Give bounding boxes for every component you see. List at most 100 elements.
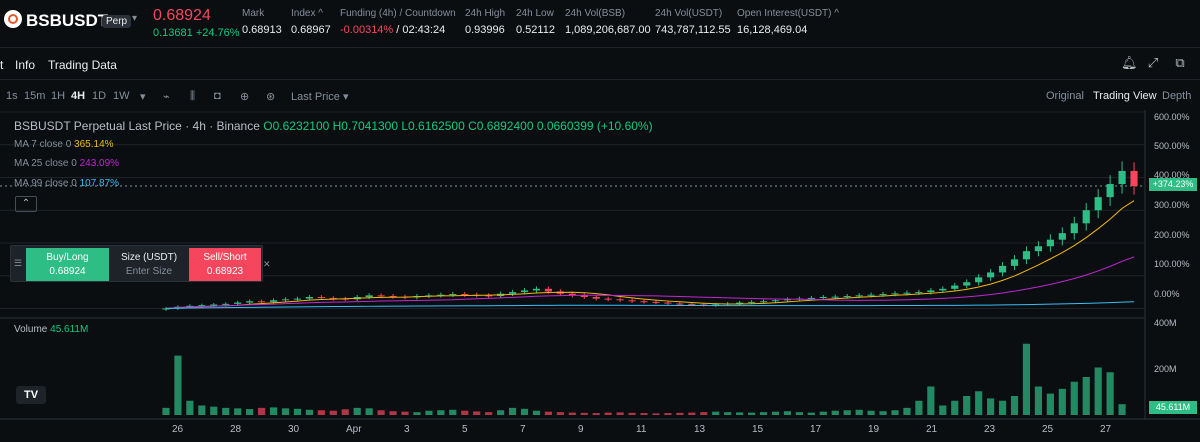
bell-icon[interactable]: 🔔︎ (1121, 55, 1138, 70)
x-tick: 25 (1042, 424, 1054, 435)
stat-value: 0.68967 (291, 24, 331, 36)
candle-body (532, 288, 541, 291)
volume-bar (592, 413, 600, 415)
volume-label: Volume (14, 324, 48, 335)
stat-label: Open Interest(USDT) ^ (737, 8, 839, 19)
volume-bar (652, 413, 660, 415)
stat-index[interactable]: Index ^ 0.68967 (291, 8, 331, 36)
candle-body (485, 295, 493, 297)
volume-bar (544, 411, 552, 415)
y-tick: 300.00% (1154, 200, 1190, 210)
interval-1h[interactable]: 1H (51, 90, 66, 102)
expand-icon[interactable]: ⤢ (1147, 55, 1159, 70)
size-input[interactable]: Size (USDT) Enter Size (109, 248, 189, 281)
settings-icon[interactable]: ⊛ (266, 91, 276, 103)
candle-body (712, 304, 720, 306)
price-change: 0.13681 +24.76% (153, 27, 240, 39)
sell-short-button[interactable]: Sell/Short 0.68923 (189, 248, 261, 281)
stat-value: -0.00314% / 02:43:24 (340, 24, 456, 36)
popout-icon[interactable]: ⧉ (1175, 55, 1185, 70)
volume-bar (795, 412, 803, 415)
candle-body (293, 298, 302, 300)
candle-body (568, 293, 576, 296)
candle-body (520, 290, 529, 293)
interval-more-chevron-icon[interactable]: ▾ (140, 91, 146, 103)
x-tick: 21 (926, 424, 938, 435)
y-tick: 0.00% (1154, 289, 1180, 299)
candle-body (759, 301, 768, 303)
volume-bar (1046, 393, 1054, 415)
close-icon[interactable]: ✕ (263, 259, 271, 269)
x-tick: 5 (462, 424, 468, 435)
candle-body (580, 295, 588, 297)
candle-body (736, 302, 744, 304)
volume-bar (1022, 343, 1031, 415)
view-trading-view[interactable]: Trading View (1093, 90, 1157, 102)
last-price: 0.68924 (153, 7, 211, 24)
coin-logo-icon (4, 10, 22, 28)
interval-1w[interactable]: 1W (113, 90, 130, 102)
tab-trading-data[interactable]: Trading Data (48, 58, 117, 72)
interval-1s[interactable]: 1s (6, 90, 18, 102)
volume-legend: Volume 45.611M (14, 324, 88, 335)
indicator-icon[interactable]: ⌁ (163, 91, 170, 103)
tab-chart[interactable]: t (0, 58, 4, 72)
volume-bar (1070, 381, 1078, 415)
interval-4h[interactable]: 4H (71, 90, 86, 102)
candle-body (377, 295, 385, 297)
volume-value: 45.611M (50, 324, 89, 335)
collapse-legend-button[interactable]: ⌃ (15, 196, 37, 212)
volume-bar (1010, 396, 1019, 415)
volume-bar (807, 412, 815, 415)
candle-body (269, 300, 278, 302)
candle-body (879, 294, 887, 296)
view-depth[interactable]: Depth (1162, 90, 1192, 102)
quick-order-panel: ☰ Buy/Long 0.68924 Size (USDT) Enter Siz… (10, 245, 271, 282)
stat-24h-high: 24h High 0.93996 (465, 8, 505, 36)
candle-body (1130, 170, 1138, 186)
stat-label: 24h Vol(BSB) (565, 8, 626, 19)
y-tick: 200.00% (1154, 230, 1190, 240)
interval-1d[interactable]: 1D (92, 90, 107, 102)
stat-open-interest[interactable]: Open Interest(USDT) ^ 16,128,469.04 (737, 8, 839, 36)
view-original[interactable]: Original (1046, 90, 1084, 102)
volume-bar (305, 409, 313, 415)
candle-body (281, 299, 290, 301)
volume-series (162, 343, 1126, 415)
candle-body (1106, 184, 1114, 198)
tab-info[interactable]: Info (15, 58, 36, 72)
price-type-select[interactable]: Last Price ▾ (291, 91, 349, 103)
candle-body (975, 277, 983, 283)
volume-bar (401, 411, 409, 415)
volume-bar (497, 410, 505, 415)
volume-bar (963, 396, 971, 415)
candle-body (222, 303, 230, 305)
plus-icon[interactable]: ⊕ (240, 91, 250, 103)
chevron-down-icon[interactable]: ▾ (132, 13, 138, 24)
candle-body (329, 297, 337, 299)
symbol-name[interactable]: BSBUSDT (26, 11, 109, 30)
candle-body (676, 303, 684, 305)
stat-24h-vol-bsb: 24h Vol(BSB) 1,089,206,687.00 (565, 8, 651, 36)
candle-body (544, 288, 552, 292)
volume-bar (341, 409, 349, 415)
buy-long-button[interactable]: Buy/Long 0.68924 (26, 248, 109, 281)
volume-bar (843, 410, 851, 415)
candle-body (855, 295, 863, 297)
perp-badge: Perp (102, 15, 132, 28)
volume-bar (771, 411, 780, 415)
candle-body (652, 301, 660, 303)
drag-handle-icon[interactable]: ☰ (13, 258, 23, 268)
candle-type-icon[interactable]: ⫼ (190, 90, 196, 102)
volume-bar (903, 407, 911, 415)
volume-bar (1106, 372, 1114, 415)
volume-bar (413, 412, 421, 415)
interval-15m[interactable]: 15m (24, 90, 46, 102)
candle-body (162, 308, 170, 310)
vol-tick: 400M (1154, 318, 1177, 328)
volume-bar (927, 386, 935, 415)
camera-icon[interactable]: ◘ (214, 90, 221, 102)
stat-value: 0.68913 (242, 24, 282, 36)
volume-bar (855, 409, 863, 415)
